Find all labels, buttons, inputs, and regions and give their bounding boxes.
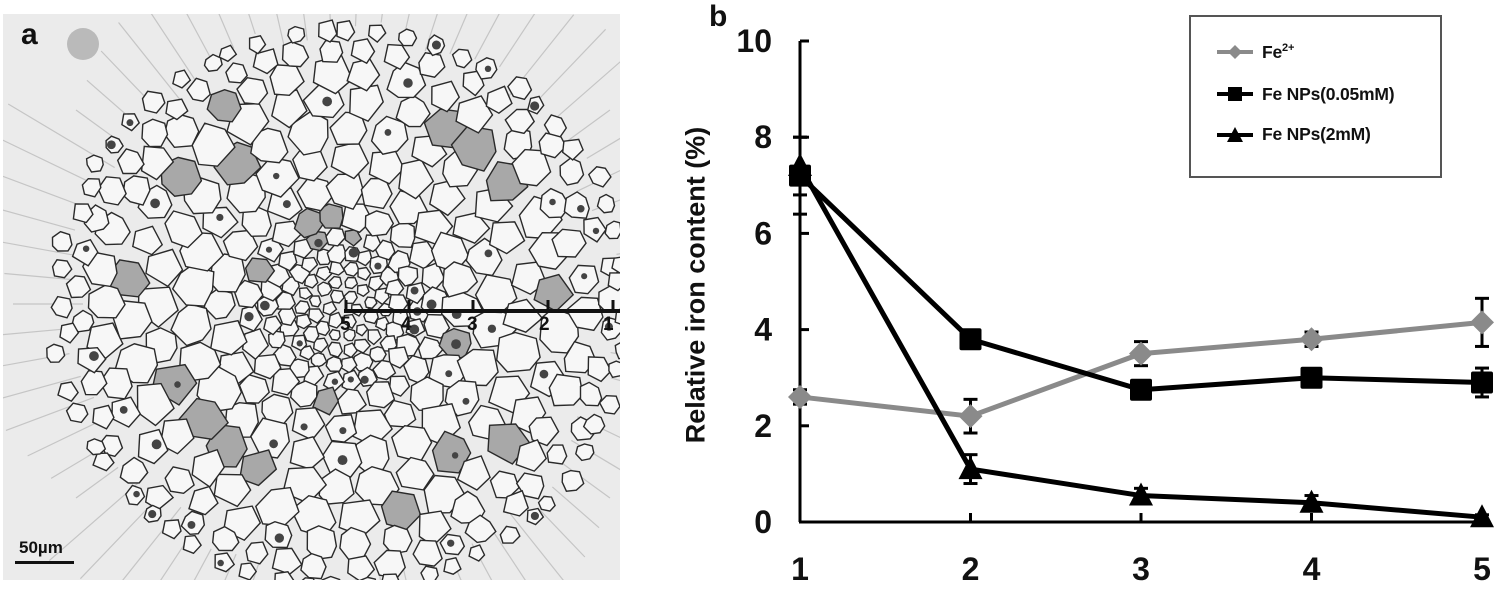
diamond-marker-icon xyxy=(958,404,983,429)
diamond-marker-icon xyxy=(1129,341,1153,366)
panel-b-label: b xyxy=(709,0,728,33)
transect-label-5: 5 xyxy=(340,314,351,335)
chart-panel: b 0 2 4 6 8 10 1 2 3 4 5 Relative iron content (%)… xyxy=(640,0,1500,589)
legend-label-fe-nps-2: Fe NPs(2mM) xyxy=(1262,123,1371,144)
root-cross-section-image xyxy=(3,14,620,580)
transect-label-1: 1 xyxy=(603,314,614,335)
x-tick-label: 2 xyxy=(962,551,980,587)
transect-label-3: 3 xyxy=(467,314,478,335)
x-tick-label: 1 xyxy=(791,551,809,587)
triangle-marker-icon xyxy=(1470,504,1494,528)
transect-label-2: 2 xyxy=(539,314,550,335)
square-marker-icon xyxy=(959,328,982,351)
legend-label-fe-nps-005: Fe NPs(0.05mM) xyxy=(1262,83,1395,104)
y-tick-label: 4 xyxy=(754,312,772,348)
square-marker-icon xyxy=(1217,87,1253,101)
series-triangle xyxy=(788,135,1494,528)
diamond-marker-icon xyxy=(788,384,812,409)
diamond-marker-icon xyxy=(1299,327,1324,352)
legend-item-fe-nps-2: Fe NPs(2mM) xyxy=(1215,119,1371,149)
y-tick-label: 2 xyxy=(754,408,772,444)
x-tick-label: 5 xyxy=(1473,551,1491,587)
triangle-marker-icon xyxy=(1217,127,1253,142)
x-tick-label: 4 xyxy=(1303,551,1321,587)
triangle-marker-icon xyxy=(788,153,812,177)
square-marker-icon xyxy=(1130,378,1152,401)
triangle-marker-icon xyxy=(1299,489,1324,513)
legend-label-fe2-superscript: 2+ xyxy=(1282,41,1295,54)
y-tick-label: 10 xyxy=(736,23,772,59)
series-diamond xyxy=(788,296,1494,435)
y-tick-label: 6 xyxy=(754,215,772,251)
square-marker-icon xyxy=(1471,371,1493,394)
legend-item-fe-nps-005: Fe NPs(0.05mM) xyxy=(1215,79,1395,109)
triangle-marker-icon xyxy=(958,456,983,480)
legend-item-fe2: Fe2+ xyxy=(1215,37,1294,67)
y-axis-label: Relative iron content (%) xyxy=(680,126,711,444)
diamond-marker-icon xyxy=(1217,45,1253,59)
square-marker-icon xyxy=(1300,366,1323,389)
x-tick-label: 3 xyxy=(1132,551,1150,587)
transect-label-4: 4 xyxy=(401,314,412,335)
legend: Fe2+ Fe NPs(0.05mM) Fe NPs(2mM) xyxy=(1189,15,1442,178)
legend-label-fe2: Fe xyxy=(1262,41,1283,62)
micrograph-panel: a 5 4 3 2 1 50µm xyxy=(3,14,620,580)
scale-bar xyxy=(15,561,74,564)
triangle-marker-icon xyxy=(1129,482,1153,506)
y-tick-label: 8 xyxy=(754,119,772,155)
panel-a-label: a xyxy=(21,18,38,51)
scale-bar-label: 50µm xyxy=(19,538,63,557)
y-tick-label: 0 xyxy=(754,504,772,540)
diamond-marker-icon xyxy=(1470,310,1494,335)
